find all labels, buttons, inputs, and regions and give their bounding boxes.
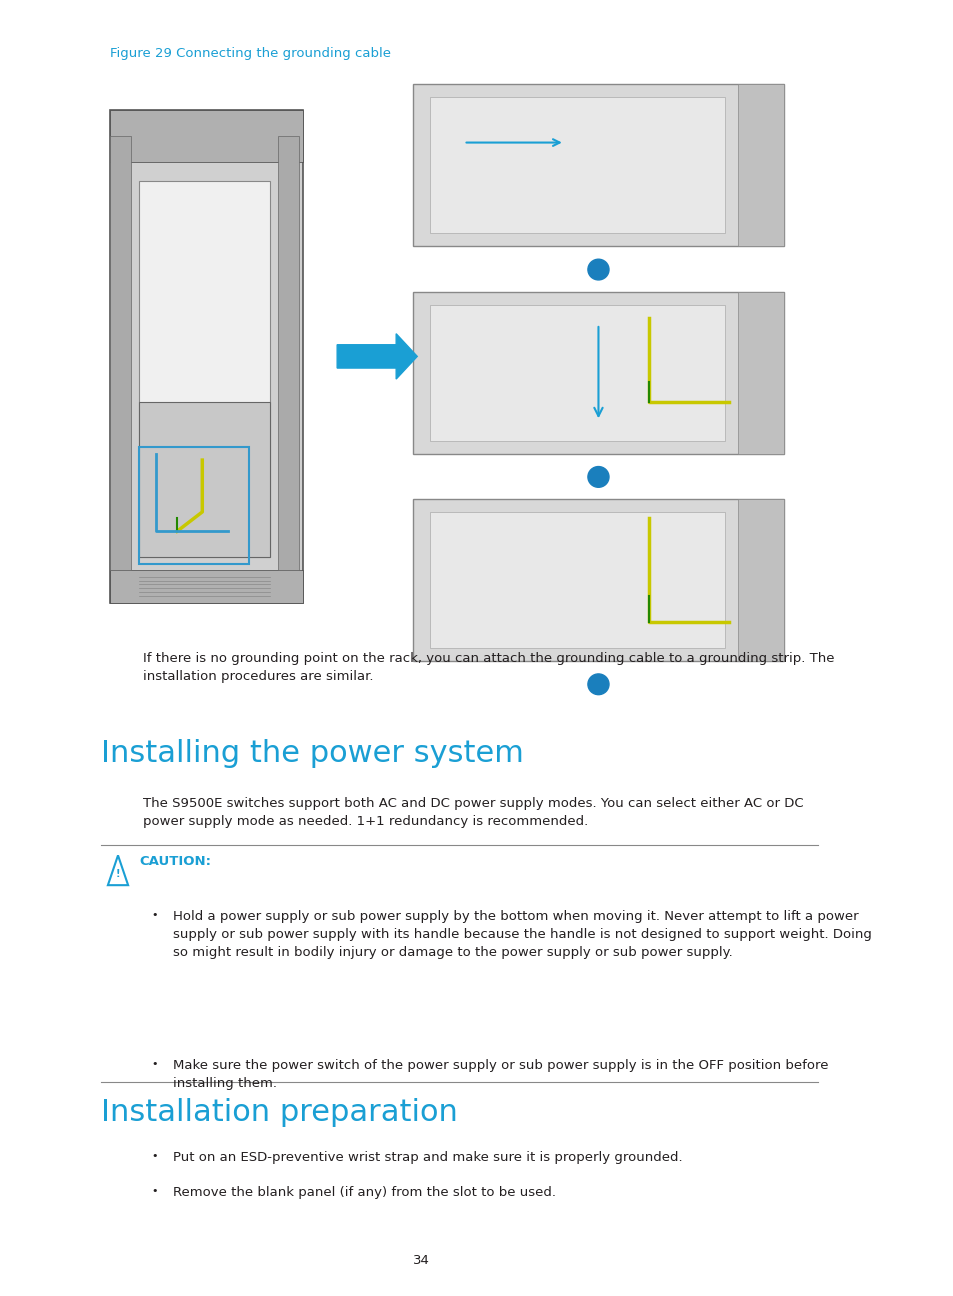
Text: If there is no grounding point on the rack, you can attach the grounding cable t: If there is no grounding point on the ra… [143,652,834,683]
Bar [413,84,783,246]
Text: The S9500E switches support both AC and DC power supply modes. You can select ei: The S9500E switches support both AC and … [143,797,803,828]
Text: Make sure the power switch of the power supply or sub power supply is in the OFF: Make sure the power switch of the power … [172,1059,827,1090]
Ellipse shape [587,467,608,487]
Bar [139,181,270,557]
Text: Installation preparation: Installation preparation [101,1098,457,1126]
Bar [110,110,303,603]
Bar [278,136,299,570]
Text: CAUTION:: CAUTION: [139,855,211,868]
Bar [737,84,783,246]
Bar [110,110,303,162]
Text: •: • [152,910,158,920]
Text: 34: 34 [413,1255,430,1267]
Text: !: ! [115,868,120,879]
Text: •: • [152,1186,158,1196]
Bar [430,305,724,441]
Bar [110,570,303,603]
FancyArrow shape [336,334,416,378]
Bar [430,97,724,233]
Text: •: • [152,1151,158,1161]
Bar [413,292,783,454]
Text: Installing the power system: Installing the power system [101,739,523,767]
Ellipse shape [587,259,608,280]
Text: Remove the blank panel (if any) from the slot to be used.: Remove the blank panel (if any) from the… [172,1186,556,1199]
Bar [737,292,783,454]
Bar [737,499,783,661]
Ellipse shape [587,674,608,695]
Text: Put on an ESD-preventive wrist strap and make sure it is properly grounded.: Put on an ESD-preventive wrist strap and… [172,1151,681,1164]
Bar [413,499,783,661]
Bar [110,136,131,570]
Text: Hold a power supply or sub power supply by the bottom when moving it. Never atte: Hold a power supply or sub power supply … [172,910,871,959]
Bar [430,512,724,648]
Bar [139,402,270,557]
Text: •: • [152,1059,158,1069]
Text: Figure 29 Connecting the grounding cable: Figure 29 Connecting the grounding cable [110,47,390,60]
